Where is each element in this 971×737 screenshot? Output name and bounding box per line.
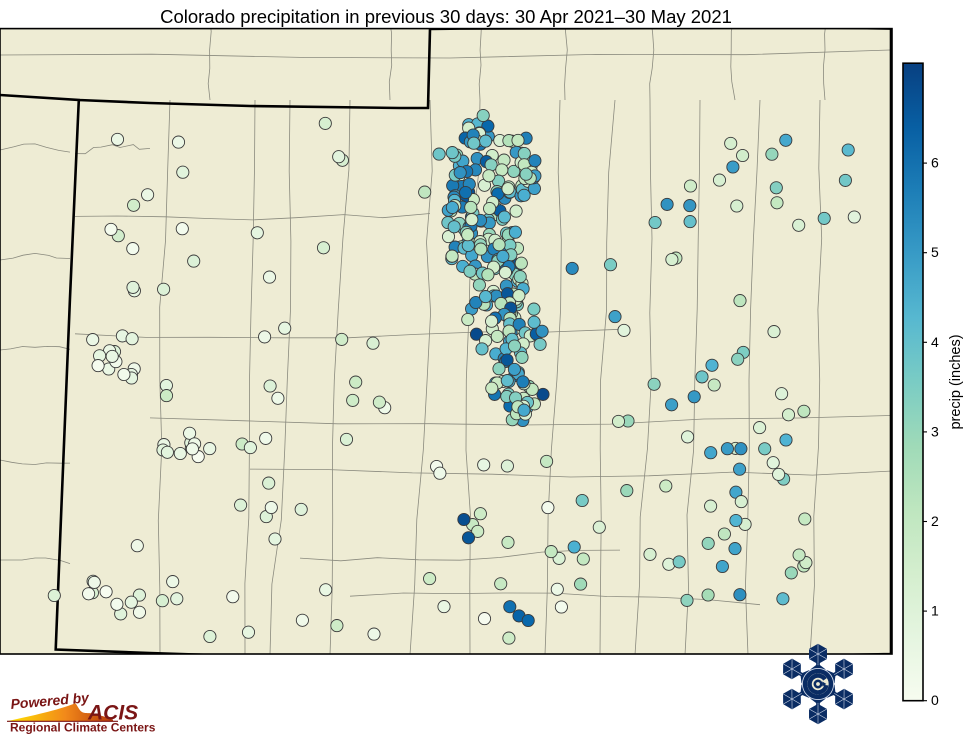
svg-text:4: 4 [931,334,939,350]
svg-text:Regional Climate Centers: Regional Climate Centers [10,721,156,735]
svg-text:1: 1 [931,603,939,619]
svg-text:3: 3 [931,423,939,439]
svg-text:6: 6 [931,155,939,171]
svg-text:precip (inches): precip (inches) [948,334,964,429]
svg-text:0: 0 [931,692,939,708]
svg-text:5: 5 [931,244,939,260]
svg-text:2: 2 [931,513,939,529]
